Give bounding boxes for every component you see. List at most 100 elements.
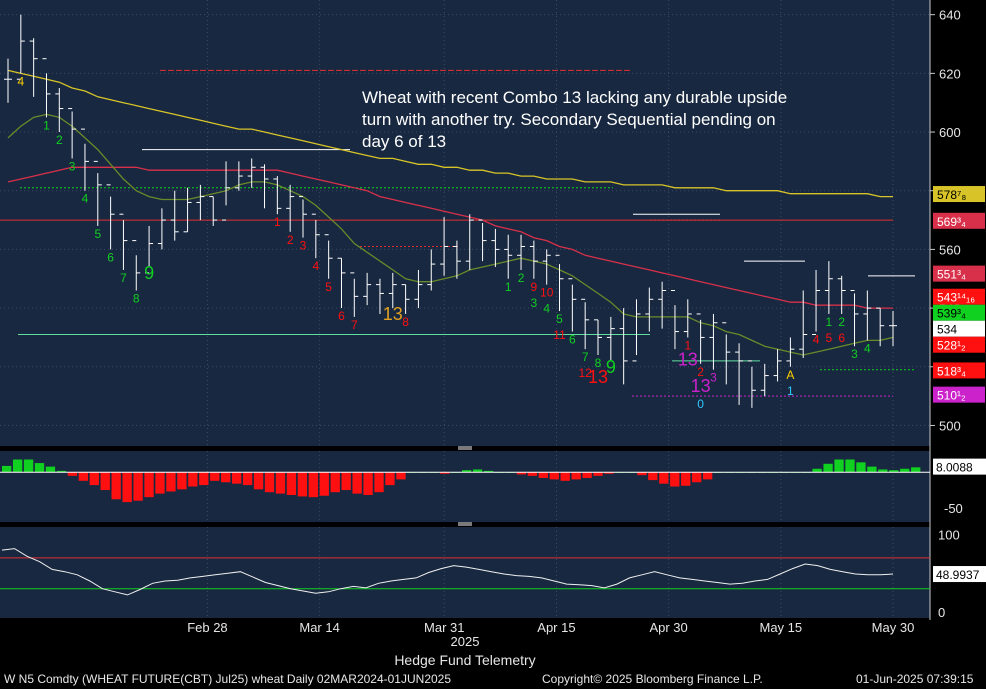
level-label-text: 534 — [937, 323, 957, 337]
histogram-bar — [878, 469, 888, 473]
td-count-label: 4 — [82, 192, 89, 206]
x-tick-label: Apr 15 — [537, 620, 575, 635]
histogram-bar — [538, 472, 548, 478]
panel-divider-handle — [458, 522, 472, 526]
histogram-bar — [834, 459, 844, 473]
td-count-label: 6 — [838, 331, 845, 345]
histogram-bar — [264, 472, 275, 493]
histogram-bar — [286, 472, 297, 496]
td-count-label: 4 — [543, 302, 550, 316]
level-label-text: 539³₄ — [937, 307, 966, 321]
histogram-bar — [308, 472, 318, 498]
level-label-text: 551³₄ — [937, 268, 966, 282]
histogram-bar — [210, 472, 220, 481]
histogram-bar — [812, 468, 822, 473]
chart-panels — [0, 0, 931, 620]
panel-divider-handle — [458, 446, 472, 450]
histogram-bar — [177, 472, 187, 490]
ma-olive-line — [7, 113, 894, 356]
histogram-bar — [462, 470, 472, 473]
histogram-bar — [856, 462, 866, 473]
histogram-bar — [67, 472, 78, 476]
histogram-bar — [560, 472, 570, 481]
td-count-label: 13 — [588, 367, 608, 387]
histogram-bar — [637, 472, 647, 476]
histogram-bar — [199, 472, 209, 486]
level-label-bg — [933, 362, 985, 379]
td-count-label: 3 — [531, 296, 538, 310]
td-count-label: 0 — [697, 397, 704, 411]
histogram-bar — [845, 459, 855, 473]
td-count-label: 3 — [300, 239, 307, 253]
td-count-label: 9 — [144, 263, 154, 283]
td-count-label: 7 — [582, 350, 589, 364]
td-count-label: 6 — [338, 309, 345, 323]
histogram-bar — [900, 468, 910, 473]
td-count-label: 1 — [505, 280, 512, 294]
histogram-panel-bg — [0, 451, 930, 522]
histogram-bar — [34, 463, 45, 473]
histogram-bar — [319, 472, 329, 496]
y-tick-label: 560 — [939, 242, 961, 257]
x-tick-label: Feb 28 — [187, 620, 227, 635]
histogram-bar — [133, 472, 143, 501]
histogram-bar — [472, 469, 483, 473]
histogram-bar — [374, 472, 384, 493]
level-label-bg — [933, 304, 985, 321]
oscillator-panel-bg — [0, 527, 930, 618]
td-count-label: 5 — [94, 227, 101, 241]
histogram-bar — [166, 472, 176, 492]
histogram-bar — [56, 470, 67, 473]
x-tick-label: Mar 14 — [299, 620, 339, 635]
histogram-bar — [516, 472, 527, 475]
td-count-label: 2 — [56, 133, 63, 147]
histogram-bar — [670, 472, 680, 487]
histogram-bar — [155, 472, 165, 494]
histogram-bar — [144, 472, 154, 498]
histogram-bar — [45, 466, 56, 473]
histogram-bar — [692, 472, 702, 483]
td-count-label: 7 — [351, 318, 358, 332]
td-count-label: 7 — [120, 271, 127, 285]
histogram-bar — [352, 472, 362, 494]
main-panel-bg — [0, 0, 930, 446]
y-tick-label: 500 — [939, 418, 961, 433]
td-count-label: 2 — [518, 271, 525, 285]
td-count-label: 13 — [691, 376, 711, 396]
level-label-bg — [933, 265, 985, 282]
level-labels: 578⁷₈ 569³₄ 551³₄ 543¹⁴₁₆ 539³₄ 534 528¹₂ 518³₄… — [933, 186, 986, 583]
histogram-bar — [89, 472, 99, 486]
histogram-bar — [911, 467, 921, 473]
x-tick-label: May 15 — [759, 620, 802, 635]
histogram-bar — [100, 472, 110, 491]
histogram-bar — [330, 472, 340, 493]
histogram-bar — [385, 472, 395, 486]
td-count-label: 10 — [540, 286, 554, 300]
histogram-bar — [232, 472, 242, 484]
histogram-bar — [604, 472, 614, 474]
footer-brand: Hedge Fund Telemetry — [394, 652, 536, 668]
td-count-label: 1 — [684, 338, 691, 352]
current-value-label-text: 48.9937 — [936, 568, 980, 582]
td-count-label: 9 — [531, 280, 538, 294]
histogram-bar — [275, 472, 286, 494]
histogram-tick-label: -50 — [944, 501, 963, 516]
ma-yellow-line — [7, 69, 893, 198]
td-count-label: 1 — [826, 315, 833, 329]
histogram-bar — [483, 470, 494, 473]
oscillator-line — [0, 548, 930, 596]
level-label-bg — [933, 186, 985, 203]
level-label-text: 543¹⁴₁₆ — [937, 291, 975, 305]
y-tick-label: 620 — [939, 66, 961, 81]
td-count-label: 9 — [606, 357, 616, 377]
histogram-bar — [702, 472, 713, 480]
price-bars — [4, 14, 897, 408]
y-tick-label: 640 — [939, 8, 961, 23]
histogram-bar — [681, 472, 691, 486]
td-count-label: 5 — [325, 280, 332, 294]
momentum-histogram — [0, 459, 930, 503]
level-label-bg — [933, 288, 985, 305]
current-value-label-bg — [933, 566, 986, 583]
td-count-label: 5 — [826, 331, 833, 345]
